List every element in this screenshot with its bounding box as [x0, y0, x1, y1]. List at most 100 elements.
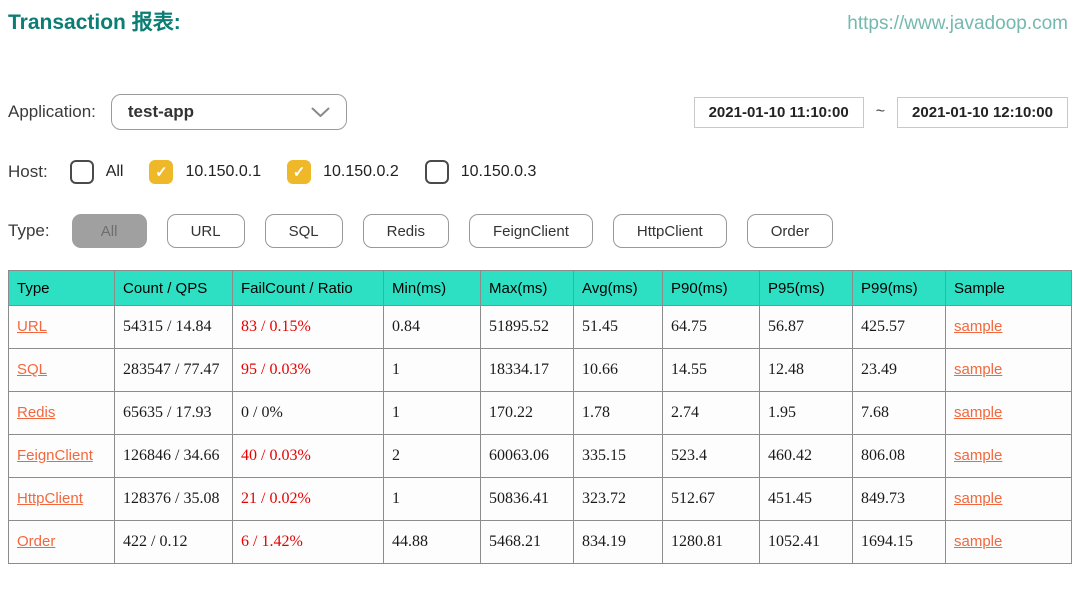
cell-p95: 56.87: [759, 305, 853, 349]
cell-failcount-ratio: 95 / 0.03%: [232, 348, 384, 392]
cell-min: 2: [383, 434, 481, 478]
cell-p99: 849.73: [852, 477, 946, 521]
type-link[interactable]: URL: [17, 318, 48, 335]
transaction-report-page: Transaction 报表: https://www.javadoop.com…: [8, 11, 1072, 564]
table-body: URL 54315 / 14.84 83 / 0.15% 0.84 51895.…: [8, 305, 1072, 564]
site-url-watermark: https://www.javadoop.com: [847, 13, 1068, 34]
end-time-input[interactable]: 2021-01-10 12:10:00: [897, 96, 1068, 128]
cell-failcount-ratio: 6 / 1.42%: [232, 520, 384, 564]
column-header: Avg(ms): [573, 270, 663, 306]
table-header: Type Count / QPS FailCount / Ratio Min(ms) M…: [8, 270, 1072, 306]
type-filter-button[interactable]: HttpClient: [612, 214, 727, 248]
host-option-label: 10.150.0.1: [185, 163, 262, 180]
host-option-label: 10.150.0.2: [323, 163, 399, 180]
cell-p95: 12.48: [759, 348, 853, 392]
type-link[interactable]: SQL: [17, 361, 48, 378]
column-header: Sample: [945, 270, 1072, 306]
table-row: FeignClient 126846 / 34.66 40 / 0.03% 2 …: [8, 434, 1072, 478]
sample-link[interactable]: sample: [954, 533, 1003, 550]
cell-p95: 460.42: [759, 434, 853, 478]
cell-avg: 10.66: [573, 348, 663, 392]
checkbox[interactable]: ✓: [69, 160, 94, 184]
cell-count-qps: 54315 / 14.84: [114, 305, 233, 349]
cell-sample: sample: [945, 477, 1072, 521]
type-link[interactable]: HttpClient: [17, 490, 83, 507]
cell-sample: sample: [945, 348, 1072, 392]
application-select-group: Application: test-app: [8, 94, 347, 130]
type-link[interactable]: Redis: [17, 404, 56, 421]
type-filter-button[interactable]: URL: [166, 214, 245, 248]
cell-max: 50836.41: [480, 477, 574, 521]
cell-min: 1: [383, 348, 481, 392]
host-label: Host:: [8, 162, 48, 181]
column-header: Count / QPS: [114, 270, 233, 306]
cell-p90: 64.75: [662, 305, 760, 349]
sample-link[interactable]: sample: [954, 404, 1003, 421]
sample-link[interactable]: sample: [954, 490, 1003, 507]
type-filter-button[interactable]: Redis: [362, 214, 449, 248]
cell-max: 5468.21: [480, 520, 574, 564]
type-filter-button[interactable]: Order: [746, 214, 834, 248]
application-filter-row: Application: test-app 2021-01-10 11:10:0…: [8, 94, 1068, 130]
type-link[interactable]: Order: [17, 533, 56, 550]
checkbox[interactable]: ✓: [424, 160, 449, 184]
cell-type: HttpClient: [8, 477, 115, 521]
date-range-picker: 2021-01-10 11:10:00 ~ 2021-01-10 12:10:0…: [693, 96, 1068, 128]
cell-min: 1: [383, 391, 481, 435]
host-checkbox-option[interactable]: ✓ 10.150.0.3: [424, 160, 537, 184]
cell-p90: 2.74: [662, 391, 760, 435]
cell-p99: 425.57: [852, 305, 946, 349]
column-header: P95(ms): [759, 270, 853, 306]
chevron-down-icon: [311, 107, 330, 118]
cell-max: 170.22: [480, 391, 574, 435]
cell-count-qps: 128376 / 35.08: [114, 477, 233, 521]
cell-avg: 834.19: [573, 520, 663, 564]
cell-p90: 523.4: [662, 434, 760, 478]
column-header: Max(ms): [480, 270, 574, 306]
host-option-label: 10.150.0.3: [460, 163, 537, 180]
table-row: Redis 65635 / 17.93 0 / 0% 1 170.22 1.78…: [8, 391, 1072, 435]
type-label: Type:: [8, 221, 50, 240]
column-header: P99(ms): [852, 270, 946, 306]
cell-sample: sample: [945, 520, 1072, 564]
checkbox[interactable]: ✓: [287, 160, 312, 184]
cell-failcount-ratio: 83 / 0.15%: [232, 305, 384, 349]
host-checkbox-option[interactable]: ✓ All: [69, 160, 123, 184]
sample-link[interactable]: sample: [954, 361, 1003, 378]
cell-p99: 806.08: [852, 434, 946, 478]
sample-link[interactable]: sample: [954, 318, 1003, 335]
sample-link[interactable]: sample: [954, 447, 1003, 464]
check-icon: ✓: [155, 163, 168, 181]
cell-failcount-ratio: 40 / 0.03%: [232, 434, 384, 478]
cell-type: FeignClient: [8, 434, 115, 478]
application-select[interactable]: test-app: [110, 94, 347, 130]
column-header: FailCount / Ratio: [232, 270, 384, 306]
type-filter-button[interactable]: FeignClient: [468, 214, 593, 248]
host-filter-row: Host: ✓ All ✓ 10.150.0.1 ✓ 10.150.0.2 ✓ …: [8, 160, 1068, 184]
cell-avg: 51.45: [573, 305, 663, 349]
application-selected-value: test-app: [127, 102, 195, 121]
cell-type: SQL: [8, 348, 115, 392]
cell-p90: 1280.81: [662, 520, 760, 564]
cell-p95: 1052.41: [759, 520, 853, 564]
cell-failcount-ratio: 0 / 0%: [232, 391, 384, 435]
start-time-input[interactable]: 2021-01-10 11:10:00: [693, 96, 864, 128]
type-filter-button[interactable]: SQL: [264, 214, 343, 248]
type-link[interactable]: FeignClient: [17, 447, 93, 464]
host-checkbox-option[interactable]: ✓ 10.150.0.2: [287, 160, 399, 184]
cell-p99: 1694.15: [852, 520, 946, 564]
cell-p99: 7.68: [852, 391, 946, 435]
host-checkbox-option[interactable]: ✓ 10.150.0.1: [149, 160, 261, 184]
table-row: URL 54315 / 14.84 83 / 0.15% 0.84 51895.…: [8, 305, 1072, 349]
cell-avg: 323.72: [573, 477, 663, 521]
cell-type: URL: [8, 305, 115, 349]
cell-count-qps: 422 / 0.12: [114, 520, 233, 564]
cell-p95: 1.95: [759, 391, 853, 435]
type-filter-button[interactable]: All: [71, 214, 147, 248]
type-filter-row: Type: All URL SQL Redis FeignClient HttpClien…: [8, 214, 1068, 248]
checkbox[interactable]: ✓: [149, 160, 174, 184]
cell-count-qps: 283547 / 77.47: [114, 348, 233, 392]
table-row: Order 422 / 0.12 6 / 1.42% 44.88 5468.21…: [8, 520, 1072, 564]
cell-sample: sample: [945, 391, 1072, 435]
cell-avg: 1.78: [573, 391, 663, 435]
